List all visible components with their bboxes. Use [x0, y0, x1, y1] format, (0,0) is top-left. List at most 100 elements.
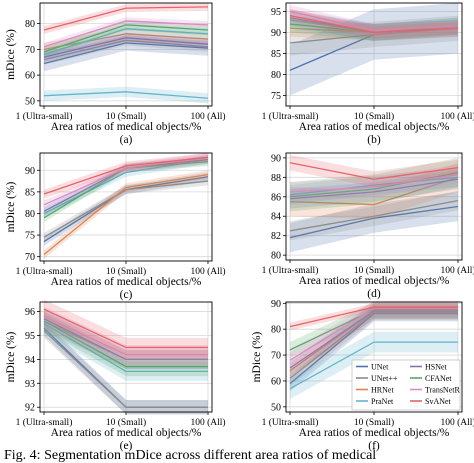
- series-line-cfanet: [289, 309, 458, 351]
- band-svanet: [290, 303, 458, 331]
- legend-entry: HRNet: [371, 386, 394, 395]
- series-line-unetpp: [289, 311, 458, 379]
- band-pranet: [44, 86, 208, 104]
- band-unetpp: [290, 15, 458, 56]
- band-pranet: [290, 331, 458, 400]
- x-axis-label: Area ratios of medical objects/%: [299, 121, 450, 133]
- y-tick-label: 90: [271, 153, 281, 164]
- x-axis-label: Area ratios of medical objects/%: [51, 427, 202, 439]
- legend-entry: TransNetR: [425, 386, 460, 395]
- series-line-transnetr: [289, 173, 459, 193]
- panel-label: (c): [120, 289, 133, 301]
- panel-4: 80 82 84 86 88 90 1 (Ultra-small) 10 (Small) 100…: [262, 152, 474, 300]
- legend-box: [351, 359, 461, 411]
- series-line-transnetr: [43, 315, 208, 356]
- series-line-hrnet: [43, 33, 209, 50]
- y-tick-label: 60: [271, 376, 281, 387]
- series-line-pranet: [43, 322, 208, 372]
- y-tick-label: 80: [25, 209, 35, 220]
- legend-entry: HSNet: [425, 363, 448, 372]
- series-line-unetpp: [289, 200, 459, 232]
- band-hsnet: [44, 32, 208, 63]
- y-axis-label: mDice (%): [5, 29, 17, 80]
- panel-label: (e): [120, 440, 133, 452]
- plot-frame: [39, 2, 213, 107]
- series-line-unet: [43, 42, 209, 65]
- series-line-cfanet: [43, 24, 209, 53]
- series-line-unetpp: [43, 39, 209, 61]
- panel-5: 92 93 94 95 96 1 (Ultra-small) 10 (Small) 100 (…: [5, 299, 226, 452]
- panel-2: 75 80 85 90 95 1 (Ultra-small) 10 (Small) 100 (…: [262, 2, 474, 146]
- y-tick-label: 95: [271, 7, 281, 18]
- band-cfanet: [290, 15, 458, 41]
- y-tick-label: 92: [25, 403, 35, 414]
- series-line-hsnet: [289, 310, 458, 369]
- plot-frame: [39, 152, 213, 262]
- x-tick-label: 10 (Small): [354, 265, 394, 276]
- x-tick-label: 1 (Ultra-small): [262, 265, 319, 276]
- series-line-svanet: [289, 306, 458, 328]
- y-tick-label: 75: [271, 91, 281, 102]
- band-unet: [290, 3, 458, 96]
- x-tick-label: 10 (Small): [106, 266, 146, 277]
- y-axis-label: mDice (%): [5, 331, 17, 382]
- panel-6: 50 60 70 80 90 1 (Ultra-small) 10 (Small) 100 (…: [251, 299, 474, 452]
- panel-1: 50 60 70 80 1 (Ultra-small) 10 (Small) 100 (Al…: [5, 2, 226, 146]
- band-hrnet: [44, 27, 208, 56]
- y-tick-label: 90: [25, 166, 35, 177]
- series-line-pranet: [289, 341, 458, 390]
- y-tick-label: 82: [271, 231, 281, 242]
- band-transnetr: [44, 306, 208, 365]
- x-tick-label: 10 (Small): [354, 417, 394, 428]
- y-tick-label: 80: [271, 70, 281, 81]
- band-unetpp: [44, 35, 208, 65]
- band-cfanet: [290, 302, 458, 358]
- series-line-hsnet: [43, 37, 209, 58]
- y-tick-label: 96: [25, 307, 35, 318]
- legend-entry: PraNet: [371, 397, 394, 406]
- band-svanet: [290, 154, 458, 188]
- legend-entry: SvANet: [425, 397, 452, 406]
- x-axis-label: Area ratios of medical objects/%: [299, 427, 450, 439]
- legend-entry: CFANet: [425, 374, 452, 383]
- x-tick-label: 100 (All): [190, 417, 225, 428]
- x-tick-label: 1 (Ultra-small): [16, 417, 73, 428]
- band-pranet: [290, 11, 458, 41]
- plot-frame: [285, 301, 463, 413]
- y-tick-label: 90: [271, 28, 281, 39]
- y-tick-label: 70: [25, 252, 35, 263]
- band-pranet: [44, 313, 208, 381]
- series-line-pranet: [43, 28, 209, 56]
- band-pranet: [44, 23, 208, 60]
- y-tick-label: 94: [25, 355, 35, 366]
- series-line-transnetr: [289, 10, 459, 31]
- x-tick-label: 1 (Ultra-small): [16, 111, 73, 122]
- x-tick-label: 100 (All): [190, 111, 225, 122]
- band-unet: [290, 305, 458, 392]
- series-line-hsnet: [43, 318, 208, 361]
- y-tick-label: 80: [25, 19, 35, 30]
- y-axis-label: mDice (%): [251, 331, 263, 382]
- y-tick-label: 80: [271, 251, 281, 262]
- y-tick-label: 75: [25, 231, 35, 242]
- band-unetpp: [44, 323, 208, 415]
- series-line-unet: [289, 205, 459, 239]
- plot-frame: [285, 152, 463, 261]
- x-tick-label: 10 (Small): [354, 111, 394, 122]
- series-line-pranet: [43, 91, 209, 99]
- x-tick-label: 100 (All): [190, 266, 225, 277]
- figure-caption: Fig. 4: Segmentation mDice across differ…: [4, 448, 376, 463]
- band-svanet: [44, 153, 208, 199]
- series-line-unetpp: [289, 27, 459, 44]
- band-hsnet: [290, 9, 458, 41]
- band-cfanet: [290, 157, 458, 212]
- series-line-svanet: [43, 6, 209, 31]
- y-axis-label: mDice (%): [5, 181, 17, 232]
- panel-label: (f): [368, 440, 380, 452]
- y-tick-label: 85: [271, 49, 281, 60]
- band-svanet: [44, 3, 208, 34]
- band-cfanet: [44, 311, 208, 377]
- series-line-transnetr: [43, 20, 209, 48]
- x-axis-label: Area ratios of medical objects/%: [299, 275, 450, 287]
